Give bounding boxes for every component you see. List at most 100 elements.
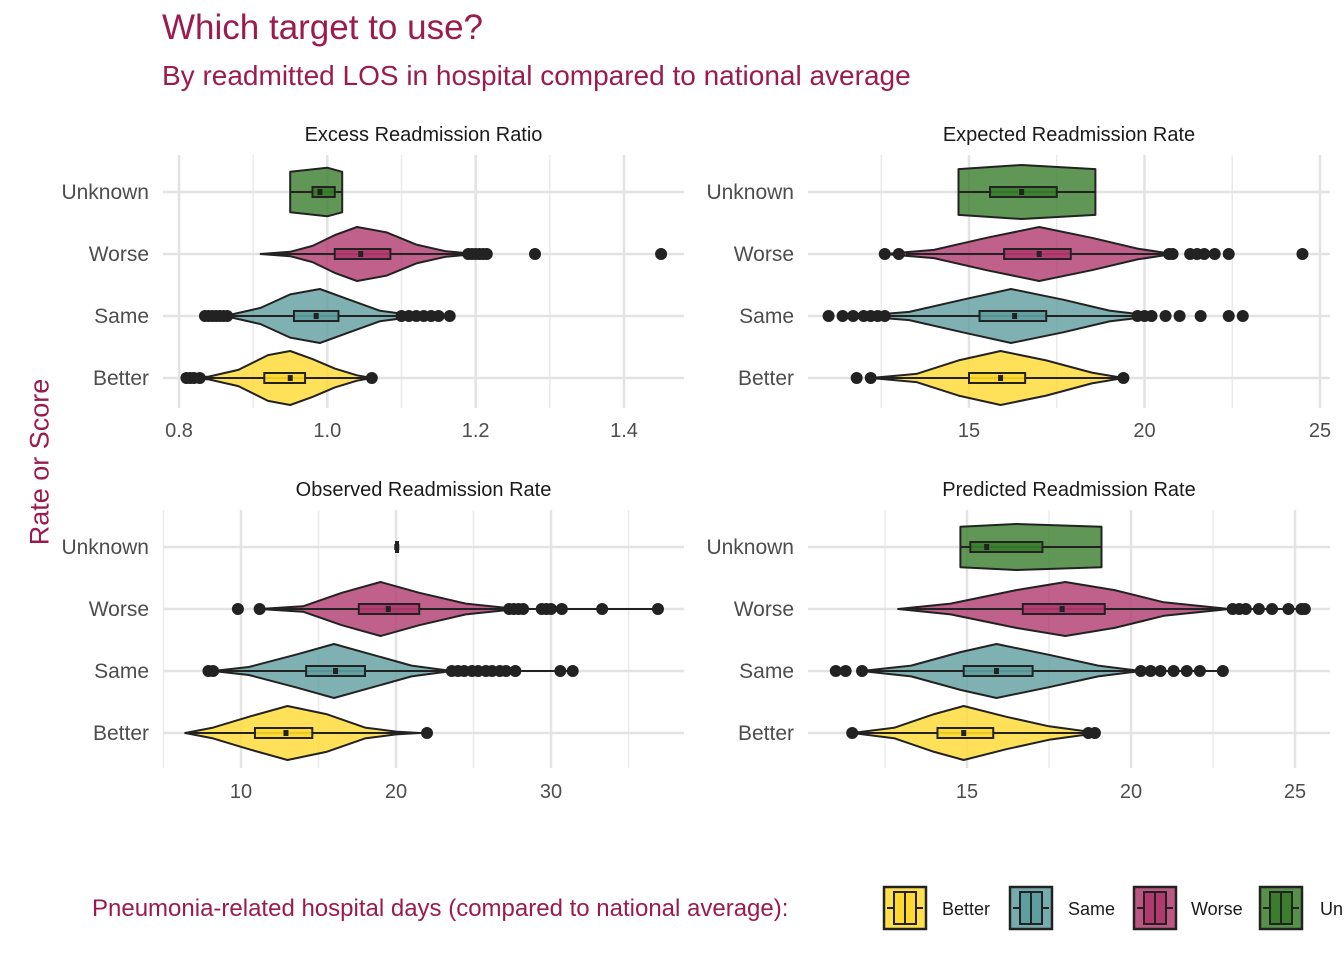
facet-title: Predicted Readmission Rate: [942, 479, 1195, 501]
median-marker: [333, 668, 339, 674]
facet-panel: Observed Readmission Rate 10 20 30 Better Sam…: [61, 479, 684, 803]
outlier-point: [1173, 310, 1186, 322]
outlier-point: [545, 603, 557, 615]
y-tick-label: Worse: [89, 598, 149, 621]
outlier-point: [1282, 603, 1295, 615]
y-tick-label: Unknown: [61, 536, 149, 559]
y-tick-label: Worse: [734, 598, 794, 621]
y-tick-label: Worse: [89, 243, 149, 266]
outlier-point: [846, 727, 859, 739]
median-marker: [1036, 251, 1042, 257]
legend-label: Worse: [1191, 899, 1243, 919]
chart-title: Which target to use?: [162, 8, 483, 47]
outlier-point: [655, 248, 668, 260]
outlier-point: [1198, 248, 1211, 260]
median-marker: [287, 375, 293, 381]
outlier-point: [829, 665, 842, 677]
x-tick-label: 25: [1309, 420, 1331, 442]
violin-group-worse: [878, 226, 1309, 282]
violin-group-worse: [231, 581, 664, 637]
outlier-point: [850, 372, 863, 384]
outlier-point: [555, 603, 568, 615]
y-tick-label: Worse: [734, 243, 794, 266]
outlier-point: [1252, 603, 1265, 615]
outlier-point: [878, 248, 891, 260]
facet-panel: Expected Readmission Rate 15 20 25 Better Sam…: [706, 124, 1331, 442]
violin-group-better: [184, 705, 433, 761]
violin-group-better: [180, 350, 378, 406]
outlier-point: [878, 310, 891, 322]
x-tick-label: 1.2: [462, 420, 490, 442]
y-tick-label: Better: [93, 367, 149, 390]
median-marker: [1059, 606, 1065, 612]
violin-group-unknown: [959, 523, 1103, 571]
violin-group-same: [829, 643, 1229, 699]
x-tick-label: 30: [540, 781, 562, 803]
x-tick-label: 20: [385, 781, 407, 803]
x-tick-label: 15: [958, 420, 980, 442]
outlier-point: [1296, 248, 1309, 260]
median-marker: [358, 251, 364, 257]
outlier-point: [1193, 665, 1206, 677]
x-tick-label: 15: [956, 781, 978, 803]
outlier-point: [509, 665, 522, 677]
legend-item-better: Better: [882, 885, 990, 931]
outlier-point: [1180, 665, 1193, 677]
outlier-point: [1239, 603, 1252, 615]
outlier-point: [421, 727, 433, 739]
outlier-point: [1208, 248, 1221, 260]
outlier-point: [651, 603, 664, 615]
outlier-point: [596, 603, 609, 615]
violin-group-worse: [897, 581, 1311, 637]
violin-group-unknown: [957, 164, 1097, 220]
x-tick-label: 20: [1120, 781, 1142, 803]
median-marker: [961, 730, 967, 736]
median-marker: [998, 375, 1004, 381]
outlier-point: [1194, 310, 1207, 322]
outlier-point: [839, 665, 852, 677]
outlier-point: [554, 665, 567, 677]
violin-group-unknown: [289, 166, 344, 218]
facet-title: Excess Readmission Ratio: [305, 124, 543, 146]
y-tick-label: Same: [739, 660, 794, 683]
outlier-point: [836, 310, 849, 322]
outlier-point: [1222, 310, 1235, 322]
median-marker: [1019, 189, 1025, 195]
outlier-point: [207, 665, 220, 677]
y-tick-label: Unknown: [706, 181, 794, 204]
y-tick-label: Same: [94, 660, 149, 683]
outlier-point: [193, 372, 206, 384]
violin-group-same: [822, 288, 1249, 344]
y-tick-label: Better: [738, 722, 794, 745]
x-tick-label: 25: [1284, 781, 1306, 803]
outlier-point: [432, 310, 445, 322]
x-tick-label: 20: [1133, 420, 1155, 442]
violin-group-same: [202, 643, 579, 699]
y-tick-label: Better: [738, 367, 794, 390]
facet-panel: Predicted Readmission Rate 15 20 25 Better Sa…: [706, 479, 1330, 803]
outlier-point: [500, 665, 513, 677]
x-tick-label: 10: [230, 781, 252, 803]
violin-group-worse: [259, 226, 668, 282]
outlier-point: [892, 248, 905, 260]
chart-subtitle: By readmitted LOS in hospital compared t…: [162, 60, 911, 91]
x-tick-label: 0.8: [165, 420, 193, 442]
facet-title: Observed Readmission Rate: [296, 479, 552, 501]
outlier-point: [822, 310, 835, 322]
outlier-point: [864, 372, 877, 384]
outlier-point: [1266, 603, 1279, 615]
y-tick-label: Same: [739, 305, 794, 328]
facet-panel: Excess Readmission Ratio 0.8 1.0 1.2 1.4 Bett…: [61, 124, 684, 442]
outlier-point: [1216, 665, 1229, 677]
outlier-point: [1298, 603, 1311, 615]
outlier-point: [856, 665, 869, 677]
box: [968, 372, 1027, 384]
outlier-point: [221, 310, 234, 322]
outlier-point: [1167, 665, 1180, 677]
legend-label: Un: [1320, 899, 1343, 919]
outlier-point: [517, 603, 530, 615]
legend-item-same: Same: [1008, 885, 1115, 931]
legend-title: Pneumonia-related hospital days (compare…: [92, 895, 789, 922]
legend-label: Better: [942, 899, 990, 919]
x-tick-label: 1.0: [313, 420, 341, 442]
